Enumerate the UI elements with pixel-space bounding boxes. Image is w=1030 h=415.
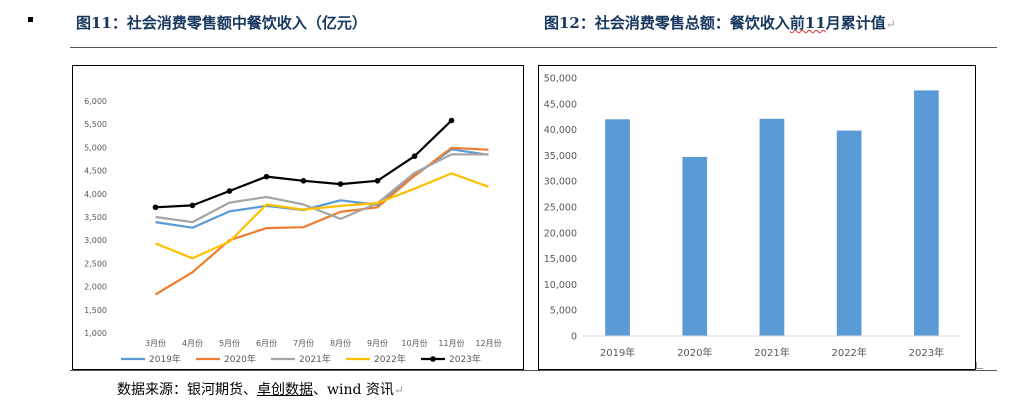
y-tick-label: 1,500 bbox=[84, 306, 107, 315]
bar bbox=[836, 130, 862, 336]
y-tick-label: 6,000 bbox=[84, 97, 107, 106]
y-tick-label: 4,000 bbox=[84, 190, 107, 199]
y-tick-label: 25,000 bbox=[544, 203, 577, 214]
series-line bbox=[155, 172, 489, 260]
source-prefix: 数据来源：银河期货、 bbox=[117, 382, 257, 398]
bar bbox=[759, 118, 785, 336]
bullet-marker bbox=[28, 17, 33, 22]
line-chart: 1,000 1,500 2,000 2,500 3,000 3,500 4,000 4,500… bbox=[84, 97, 502, 365]
figure-11-title: 图11：社会消费零售额中餐饮收入（亿元） bbox=[76, 12, 367, 33]
y-tick-label: 50,000 bbox=[544, 74, 577, 85]
x-tick-label: 8月份 bbox=[330, 338, 351, 348]
figure-11-title-text: 图11：社会消费零售额中餐饮收入（亿元） bbox=[76, 14, 367, 32]
series-line bbox=[155, 153, 489, 224]
data-point bbox=[152, 204, 159, 211]
y-tick-label: 0 bbox=[571, 332, 577, 343]
y-tick-label: 45,000 bbox=[544, 99, 577, 110]
y-tick-label: 3,000 bbox=[84, 236, 107, 245]
source-link[interactable]: 卓创数据 bbox=[257, 382, 313, 398]
legend-label: 2019年 bbox=[149, 353, 181, 365]
data-point bbox=[300, 178, 307, 184]
y-tick-label: 4,500 bbox=[84, 167, 107, 176]
legend-marker bbox=[430, 356, 436, 362]
figure-12-title: 图12：社会消费零售总额：餐饮收入前11月累计值↵ bbox=[544, 12, 896, 33]
legend-label: 2021年 bbox=[299, 353, 331, 365]
x-tick-label: 2021年 bbox=[754, 346, 789, 359]
data-point bbox=[411, 153, 418, 160]
x-tick-label: 2023年 bbox=[909, 346, 944, 359]
x-tick-label: 2019年 bbox=[600, 346, 635, 359]
top-divider bbox=[70, 47, 997, 48]
x-tick-label: 9月份 bbox=[367, 338, 388, 348]
bar bbox=[914, 90, 939, 337]
y-tick-label: 5,000 bbox=[550, 306, 577, 317]
series-line bbox=[154, 146, 489, 296]
bar bbox=[682, 156, 708, 336]
figure-12-title-part-b: 前11 bbox=[789, 14, 826, 32]
bar bbox=[605, 119, 630, 336]
series-line bbox=[155, 119, 453, 209]
data-point bbox=[448, 117, 455, 124]
y-tick-label: 3,500 bbox=[84, 213, 107, 222]
data-point bbox=[337, 181, 344, 187]
data-point bbox=[189, 202, 196, 209]
figure-12-title-part-a: 图12：社会消费零售总额：餐饮收入 bbox=[544, 14, 790, 32]
y-tick-label: 15,000 bbox=[544, 254, 577, 265]
x-tick-label: 4月份 bbox=[182, 338, 203, 348]
figure-12-title-part-c: 月累计值 bbox=[825, 14, 886, 32]
data-point bbox=[226, 188, 233, 194]
x-tick-label: 5月份 bbox=[219, 338, 240, 348]
bar-chart: 0 5,000 10,000 15,000 20,000 25,000 30,000 35,0… bbox=[544, 74, 961, 359]
data-point bbox=[374, 178, 381, 184]
x-tick-label: 10月份 bbox=[401, 338, 427, 348]
legend-label: 2020年 bbox=[224, 353, 256, 365]
corner-mark bbox=[976, 362, 983, 369]
source-note: 数据来源：银河期货、卓创数据、wind 资讯↵ bbox=[117, 379, 404, 399]
y-tick-label: 5,000 bbox=[84, 143, 107, 152]
source-suffix: 、wind 资讯 bbox=[313, 382, 394, 398]
x-tick-label: 11月份 bbox=[438, 338, 464, 348]
y-tick-label: 35,000 bbox=[544, 151, 577, 162]
x-tick-label: 2022年 bbox=[831, 346, 866, 359]
legend-label: 2022年 bbox=[374, 353, 406, 365]
y-tick-label: 40,000 bbox=[544, 125, 577, 136]
x-tick-label: 6月份 bbox=[256, 338, 277, 348]
bar-chart-panel: 0 5,000 10,000 15,000 20,000 25,000 30,000 35,0… bbox=[538, 65, 976, 370]
line-chart-panel: 1,000 1,500 2,000 2,500 3,000 3,500 4,000 4,500… bbox=[72, 65, 524, 370]
legend-label: 2023年 bbox=[449, 353, 481, 365]
x-tick-label: 2020年 bbox=[677, 346, 712, 359]
x-tick-label: 12月份 bbox=[475, 338, 501, 348]
y-tick-label: 2,000 bbox=[84, 283, 107, 292]
y-tick-label: 5,500 bbox=[84, 120, 107, 129]
bottom-divider bbox=[70, 370, 997, 371]
paragraph-mark: ↵ bbox=[885, 17, 896, 31]
source-paragraph-mark: ↵ bbox=[393, 383, 404, 397]
y-tick-label: 30,000 bbox=[544, 177, 577, 188]
y-tick-label: 1,000 bbox=[84, 329, 107, 338]
y-tick-label: 10,000 bbox=[544, 280, 577, 291]
y-tick-label: 2,500 bbox=[84, 259, 107, 268]
x-tick-label: 3月份 bbox=[145, 338, 166, 348]
y-tick-label: 20,000 bbox=[544, 228, 577, 239]
data-point bbox=[263, 173, 270, 180]
x-tick-label: 7月份 bbox=[293, 338, 314, 348]
